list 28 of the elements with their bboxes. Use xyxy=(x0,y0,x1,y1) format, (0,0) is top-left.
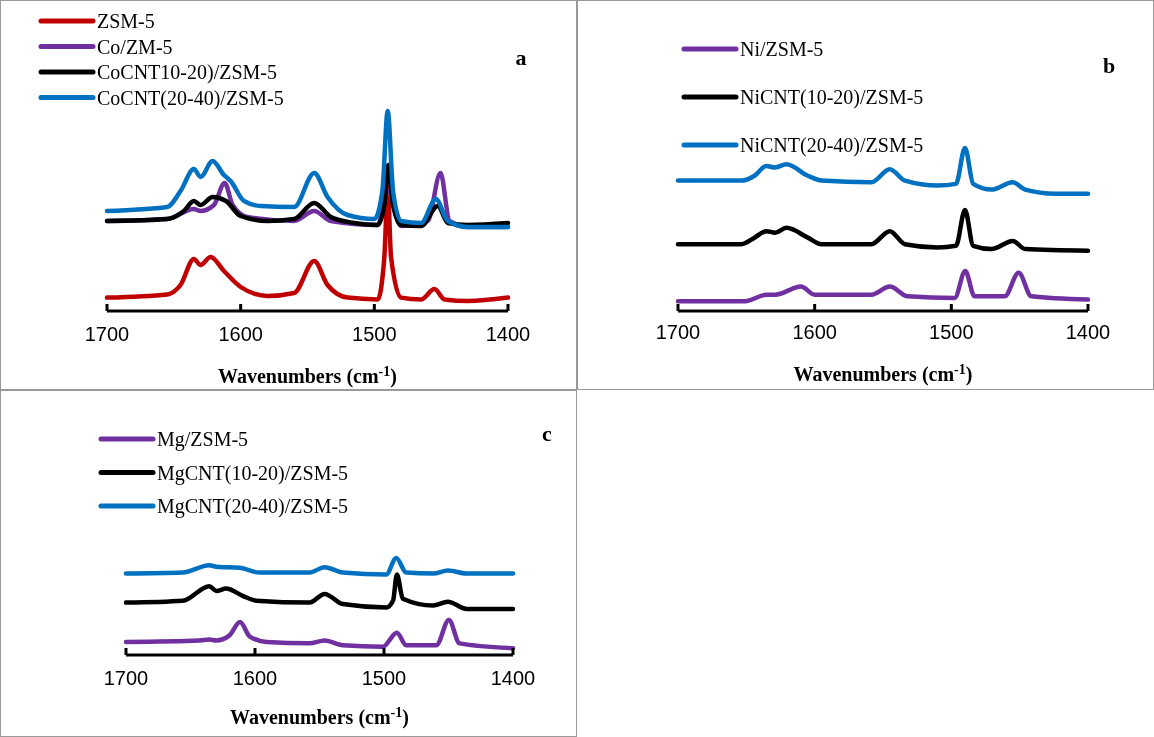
legend-label: Ni/ZSM-5 xyxy=(740,38,824,60)
legend-label: Co/ZM-5 xyxy=(97,35,173,58)
x-axis-title: Wavenumbers (cm$^{-1}$) xyxy=(218,363,397,388)
legend-label: CoCNT(20-40)/ZSM-5 xyxy=(97,86,284,110)
x-tick-label: 1600 xyxy=(232,667,278,689)
legend-label: NiCNT(10-20)/ZSM-5 xyxy=(740,86,924,109)
x-axis-title: Wavenumbers (cm$^{-1}$) xyxy=(793,361,973,386)
x-tick-label: 1700 xyxy=(84,323,130,345)
legend-label: MgCNT(10-20)/ZSM-5 xyxy=(157,461,349,485)
text: b xyxy=(1102,53,1116,78)
text: c xyxy=(542,421,553,446)
x-tick-label: 1700 xyxy=(655,321,701,343)
x-tick-label: 1400 xyxy=(1065,321,1111,343)
x-tick-label: 1600 xyxy=(218,323,263,345)
x-tick-label: 1700 xyxy=(103,667,149,689)
legend-label: CoCNT10-20)/ZSM-5 xyxy=(97,61,277,84)
legend-label: Mg/ZSM-5 xyxy=(157,428,249,451)
x-tick-label: 1400 xyxy=(490,667,536,689)
x-tick-label: 1600 xyxy=(792,321,837,343)
legend-label: ZSM-5 xyxy=(97,10,155,32)
x-tick-label: 1400 xyxy=(485,323,531,345)
legend-label: MgCNT(20-40)/ZSM-5 xyxy=(157,495,349,518)
x-tick-label: 1500 xyxy=(352,323,397,345)
legend-label: NiCNT(20-40)/ZSM-5 xyxy=(740,134,924,157)
x-tick-label: 1500 xyxy=(361,667,407,689)
text: a xyxy=(515,45,527,70)
x-axis-title: Wavenumbers (cm$^{-1}$) xyxy=(230,704,409,729)
x-tick-label: 1500 xyxy=(929,321,974,343)
